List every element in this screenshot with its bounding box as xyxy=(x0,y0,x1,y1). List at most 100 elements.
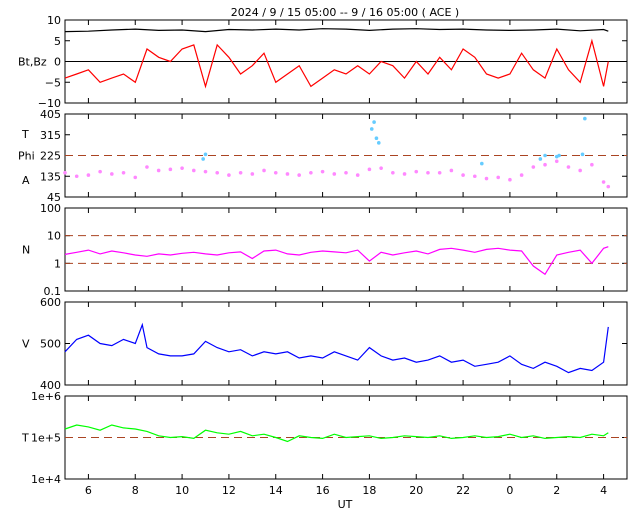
data-point-main xyxy=(426,170,430,175)
x-tick-label: 10 xyxy=(175,484,189,497)
data-point-alt xyxy=(203,152,208,157)
y-axis-label: N xyxy=(22,244,30,257)
y-tick-label: 45 xyxy=(47,191,61,204)
data-point-main xyxy=(156,168,161,173)
data-point-alt xyxy=(543,153,547,158)
data-point-main xyxy=(402,172,407,176)
data-point-alt xyxy=(372,120,376,124)
y-tick-label: 5 xyxy=(54,35,61,48)
data-point-main xyxy=(227,173,231,177)
y-axis-label-bottom: A xyxy=(22,174,30,187)
x-tick-label: 20 xyxy=(409,484,423,497)
y-tick-label: 500 xyxy=(40,338,61,351)
x-tick-label: 2 xyxy=(553,484,560,497)
y-tick-label: 0.1 xyxy=(44,285,62,298)
chart-panels: 1050−5−10Bt,Bz40531522513545TPhiA1001010… xyxy=(18,14,628,497)
data-point-main xyxy=(215,170,220,175)
data-point-main xyxy=(461,173,465,177)
series-line-n xyxy=(64,246,609,276)
data-point-main xyxy=(508,177,512,182)
data-point-main xyxy=(86,173,91,177)
y-tick-label: 10 xyxy=(47,230,61,243)
data-point-main xyxy=(554,159,559,164)
x-tick-label: 4 xyxy=(600,484,607,497)
panel-temperature: 1e+6 1e+5 1e+4 T xyxy=(21,390,628,486)
x-tick-label: 22 xyxy=(456,484,470,497)
y-tick-label: 10 xyxy=(47,14,61,27)
x-tick-label: 12 xyxy=(222,484,236,497)
panel-frame xyxy=(64,207,628,292)
panel-speed: 600 500 400 V xyxy=(22,296,628,392)
y-axis-label: V xyxy=(22,338,30,351)
data-point-main xyxy=(543,162,547,167)
data-point-alt xyxy=(557,153,561,158)
y-tick-label: 315 xyxy=(40,129,61,142)
data-point-alt xyxy=(376,141,381,145)
data-point-main xyxy=(484,176,489,181)
data-point-main xyxy=(262,168,266,173)
data-point-main xyxy=(472,174,477,179)
data-point-main xyxy=(74,174,79,179)
y-axis-label: T xyxy=(21,432,29,445)
x-axis-label: UT xyxy=(338,498,353,511)
y-tick-label: 225 xyxy=(40,150,61,163)
data-point-main xyxy=(355,173,360,177)
y-tick-label: 135 xyxy=(40,170,61,183)
data-point-main xyxy=(145,165,149,169)
x-tick-label: 18 xyxy=(362,484,376,497)
data-point-main xyxy=(110,172,114,176)
data-point-main xyxy=(63,170,67,175)
series-line-bz xyxy=(64,38,609,89)
y-tick-label: 100 xyxy=(40,202,61,215)
data-point-alt xyxy=(538,157,543,161)
data-point-main xyxy=(379,166,383,170)
data-point-main xyxy=(496,175,501,180)
y-tick-label: 1e+5 xyxy=(31,432,61,445)
y-tick-label: 1e+4 xyxy=(31,473,61,486)
y-tick-label: 405 xyxy=(40,108,61,121)
data-point-main xyxy=(449,168,454,173)
y-tick-label: 600 xyxy=(40,296,61,309)
x-tick-label: 8 xyxy=(132,484,139,497)
data-point-main xyxy=(191,168,196,173)
data-point-main xyxy=(601,180,606,184)
x-tick-label: 14 xyxy=(269,484,283,497)
series-line-v xyxy=(64,322,609,374)
x-tick-label: 16 xyxy=(316,484,330,497)
data-point-main xyxy=(391,170,395,175)
y-axis-label: Bt,Bz xyxy=(18,56,47,69)
y-tick-label: 1 xyxy=(54,257,61,270)
data-point-main xyxy=(367,167,372,172)
data-point-main xyxy=(344,170,348,175)
x-tick-label: 6 xyxy=(85,484,92,497)
panel-frame xyxy=(64,301,628,386)
data-point-main xyxy=(531,165,536,169)
data-point-alt xyxy=(201,157,205,161)
series-line-bt xyxy=(64,28,609,33)
data-point-main xyxy=(437,170,442,175)
data-point-main xyxy=(414,169,419,174)
x-tick-label: 0 xyxy=(506,484,513,497)
data-point-main xyxy=(606,184,611,189)
y-tick-label: −10 xyxy=(38,97,61,110)
series-line-t xyxy=(64,424,609,443)
y-tick-label: 1e+6 xyxy=(31,390,61,403)
panel-phi-angle: 405 315 225 135 45 T Phi A xyxy=(18,108,628,204)
y-tick-label: 400 xyxy=(40,379,61,392)
data-point-main xyxy=(98,169,102,174)
data-point-alt xyxy=(480,161,484,166)
data-point-main xyxy=(320,169,325,174)
data-point-main xyxy=(285,172,290,176)
y-tick-label: −5 xyxy=(45,76,61,89)
data-point-alt xyxy=(374,136,379,141)
data-point-main xyxy=(273,170,278,175)
data-point-alt xyxy=(369,127,374,131)
data-point-main xyxy=(203,169,208,174)
panel-density: 100 10 1 0.1 N xyxy=(22,202,628,298)
data-point-main xyxy=(133,175,138,180)
data-point-main xyxy=(180,166,184,170)
data-point-main xyxy=(297,173,301,177)
data-point-main xyxy=(566,165,571,169)
panel-magnetic-field: 10 5 0 −5 −10 Bt,Bz xyxy=(18,14,628,110)
data-point-main xyxy=(519,173,524,177)
